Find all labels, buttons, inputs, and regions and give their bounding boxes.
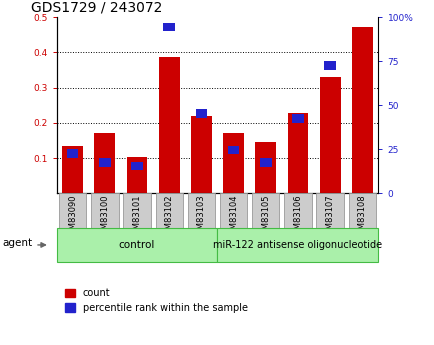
FancyBboxPatch shape <box>123 193 150 228</box>
FancyBboxPatch shape <box>217 228 378 262</box>
FancyBboxPatch shape <box>56 228 217 262</box>
Bar <box>131 161 142 170</box>
FancyBboxPatch shape <box>348 193 375 228</box>
Bar <box>158 57 179 193</box>
Bar <box>319 77 340 193</box>
Text: GSM83101: GSM83101 <box>132 194 141 240</box>
FancyBboxPatch shape <box>252 193 279 228</box>
Bar <box>126 157 147 193</box>
Text: GSM83103: GSM83103 <box>197 194 205 240</box>
Text: GSM83102: GSM83102 <box>164 194 173 240</box>
Legend: count, percentile rank within the sample: count, percentile rank within the sample <box>61 284 251 317</box>
Bar <box>324 61 335 70</box>
Text: GDS1729 / 243072: GDS1729 / 243072 <box>31 1 162 15</box>
Bar <box>163 22 174 31</box>
Bar <box>287 113 308 193</box>
Text: agent: agent <box>3 238 33 248</box>
Text: GSM83105: GSM83105 <box>261 194 270 240</box>
FancyBboxPatch shape <box>59 193 86 228</box>
Text: GSM83106: GSM83106 <box>293 194 302 240</box>
Bar <box>99 158 110 167</box>
Bar <box>356 3 367 12</box>
FancyBboxPatch shape <box>187 193 214 228</box>
FancyBboxPatch shape <box>220 193 247 228</box>
Bar <box>223 133 243 193</box>
Text: GSM83108: GSM83108 <box>357 194 366 240</box>
Bar <box>260 158 271 167</box>
Text: miR-122 antisense oligonucleotide: miR-122 antisense oligonucleotide <box>213 240 381 250</box>
Text: control: control <box>118 240 155 250</box>
Text: GSM83107: GSM83107 <box>325 194 334 240</box>
Bar <box>255 142 276 193</box>
Bar <box>94 133 115 193</box>
FancyBboxPatch shape <box>284 193 311 228</box>
FancyBboxPatch shape <box>155 193 182 228</box>
Bar <box>191 116 211 193</box>
Bar <box>227 146 239 155</box>
Bar <box>62 146 83 193</box>
FancyBboxPatch shape <box>316 193 343 228</box>
Bar <box>67 149 78 158</box>
Bar <box>292 114 303 123</box>
Bar <box>351 27 372 193</box>
Text: GSM83104: GSM83104 <box>229 194 237 240</box>
Bar <box>195 109 207 118</box>
FancyBboxPatch shape <box>91 193 118 228</box>
Text: GSM83090: GSM83090 <box>68 194 77 240</box>
Text: GSM83100: GSM83100 <box>100 194 109 240</box>
